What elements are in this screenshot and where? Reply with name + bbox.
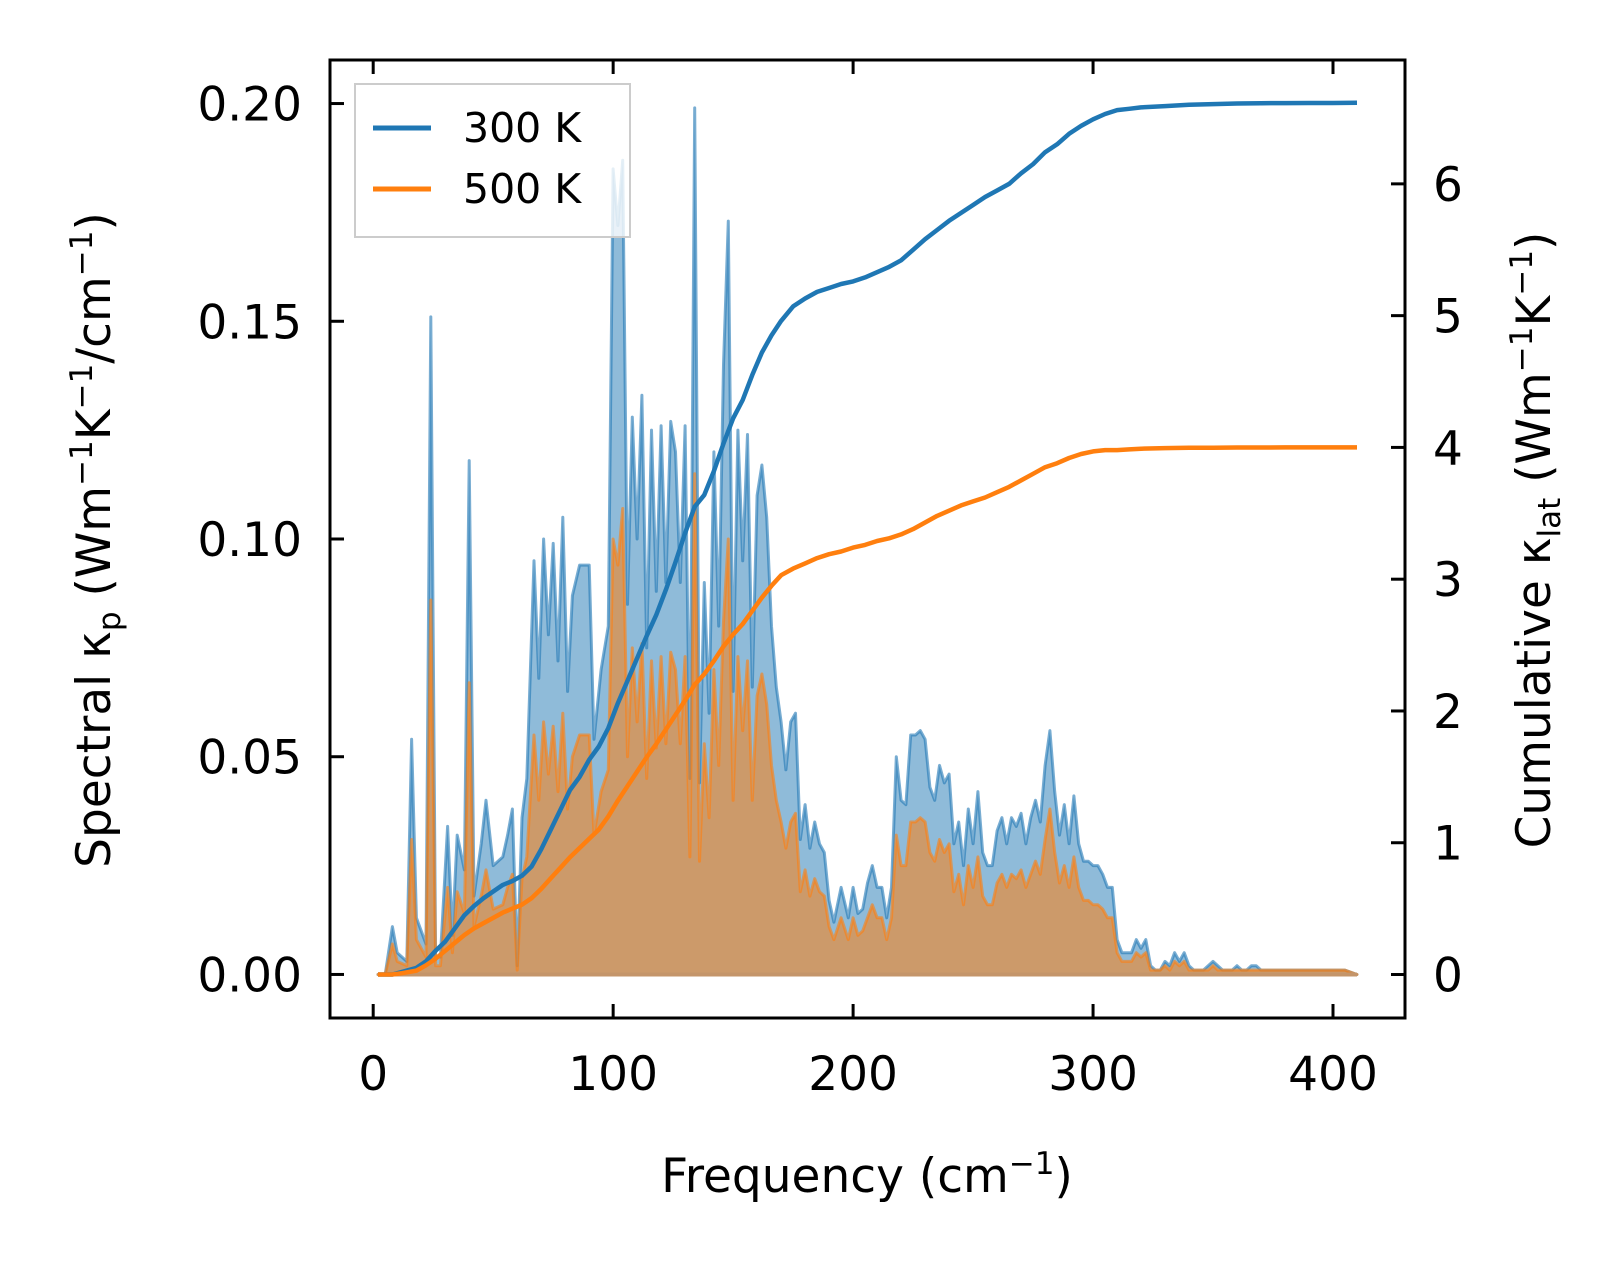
x-tick-label: 400 <box>1288 1047 1378 1102</box>
right-y-tick-label: 2 <box>1433 685 1463 740</box>
x-axis-title: Frequency (cm−1) <box>661 1146 1073 1204</box>
right-y-tick-label: 5 <box>1433 290 1463 345</box>
left-y-axis: 0.00 0.05 0.10 0.15 0.20 <box>197 78 344 1003</box>
right-y-tick-label: 4 <box>1433 421 1463 476</box>
cumulative-lines <box>378 100 1358 977</box>
right-y-axis-title: Cumulative κlat (Wm−1K−1) <box>1504 232 1568 849</box>
legend-label-300k: 300 K <box>463 104 582 152</box>
left-y-axis-title: Spectral κp (Wm−1K−1/cm−1) <box>64 212 128 868</box>
right-y-tick-label: 0 <box>1433 949 1463 1004</box>
x-tick-label: 300 <box>1048 1047 1138 1102</box>
left-y-tick-label: 0.10 <box>197 513 302 568</box>
left-y-tick-label: 0.05 <box>197 731 302 786</box>
left-y-tick-label: 0.00 <box>197 948 302 1003</box>
x-axis: 0 100 200 300 400 <box>358 60 1378 1102</box>
spectral-fills <box>376 106 1359 976</box>
cumulative-line-300k <box>378 100 1358 977</box>
spectral-area-500k <box>376 472 1359 976</box>
legend: 300 K 500 K <box>354 83 631 238</box>
right-y-tick-label: 1 <box>1433 817 1463 872</box>
x-tick-label: 100 <box>568 1047 658 1102</box>
cumulative-line-500k <box>378 445 1357 977</box>
x-tick-label: 200 <box>808 1047 898 1102</box>
right-y-tick-label: 3 <box>1433 553 1463 608</box>
right-y-axis: 0 1 2 3 4 5 6 <box>1391 158 1463 1004</box>
left-y-tick-label: 0.20 <box>197 78 302 133</box>
left-y-tick-label: 0.15 <box>197 295 302 350</box>
legend-box <box>354 83 631 238</box>
right-y-tick-label: 6 <box>1433 158 1463 213</box>
legend-label-500k: 500 K <box>463 165 582 213</box>
x-tick-label: 0 <box>358 1047 388 1102</box>
